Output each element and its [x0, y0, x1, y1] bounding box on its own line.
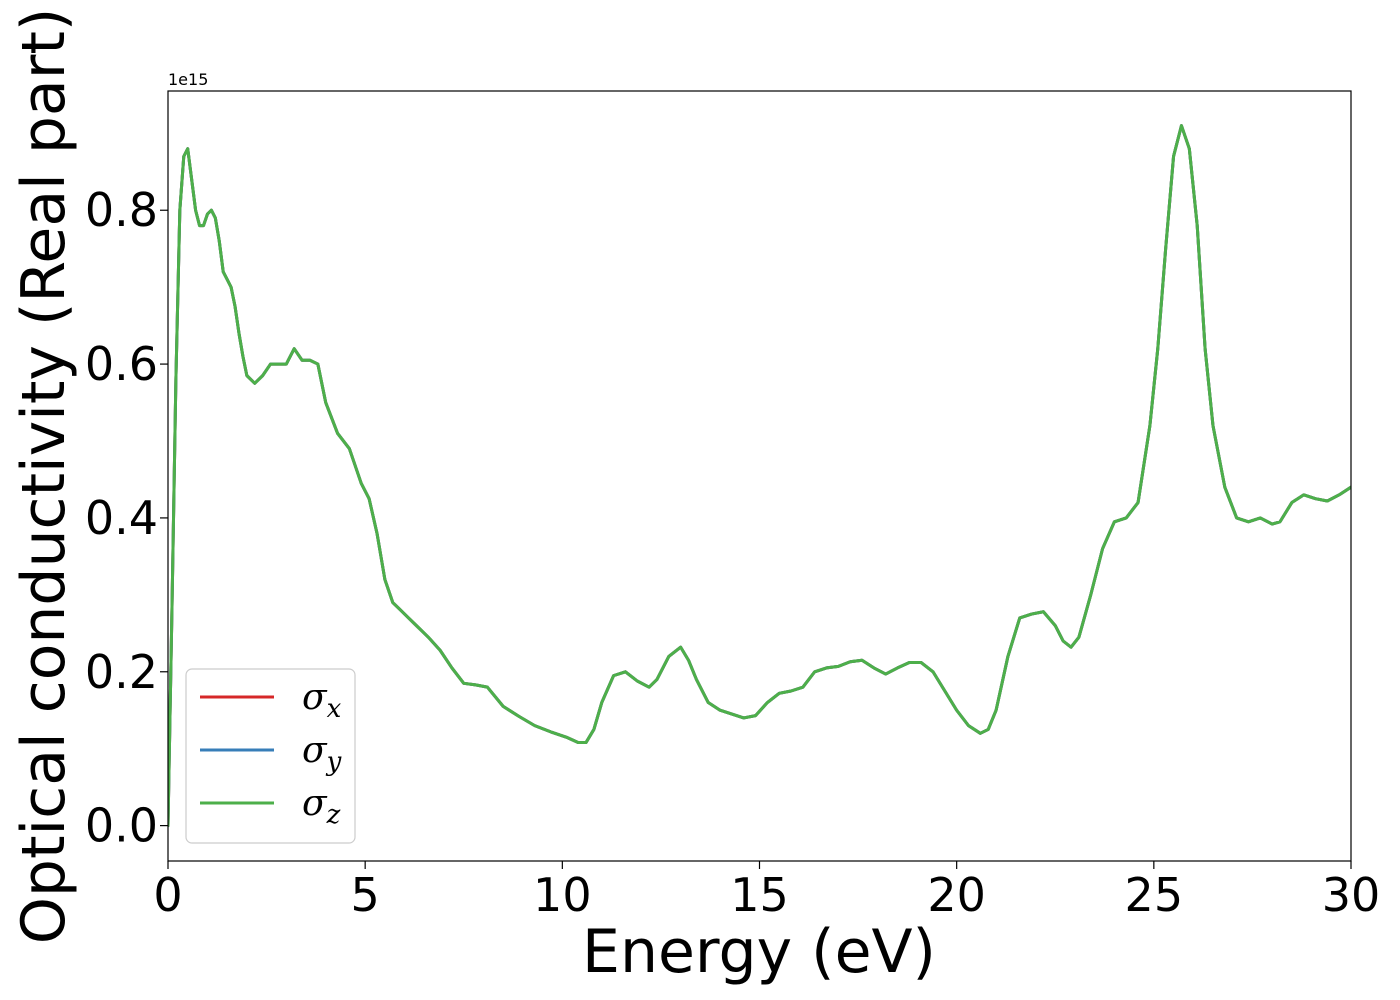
x-tick-label: 20: [927, 868, 986, 922]
x-axis-ticks: 0 5 10 15 20 25 30: [153, 861, 1380, 922]
x-tick-label: 10: [533, 868, 592, 922]
legend-label-y: σy: [302, 730, 342, 777]
y-tick-label: 0.6: [85, 337, 158, 391]
x-tick-label: 15: [730, 868, 789, 922]
y-tick-label: 0.2: [85, 645, 158, 699]
x-tick-label: 30: [1322, 868, 1381, 922]
y-axis-label: Optical conductivity (Real part): [9, 8, 79, 945]
y-tick-label: 0.4: [85, 491, 158, 545]
y-axis-ticks: 0.0 0.2 0.4 0.6 0.8: [85, 183, 168, 853]
x-tick-label: 0: [153, 868, 182, 922]
y-tick-label: 0.8: [85, 183, 158, 237]
plot-background: [168, 91, 1351, 861]
legend-label-x: σx: [302, 677, 342, 724]
y-tick-label: 0.0: [85, 799, 158, 853]
series-group: [168, 124, 1351, 828]
legend: σx σy σz: [185, 668, 356, 844]
series-line-z: [168, 124, 1351, 828]
x-axis-label: Energy (eV): [582, 917, 936, 987]
x-tick-label: 25: [1125, 868, 1184, 922]
legend-label-z: σz: [302, 783, 341, 830]
y-offset-label: 1e15: [168, 70, 208, 89]
legend-box: [185, 668, 356, 844]
x-tick-label: 5: [351, 868, 380, 922]
